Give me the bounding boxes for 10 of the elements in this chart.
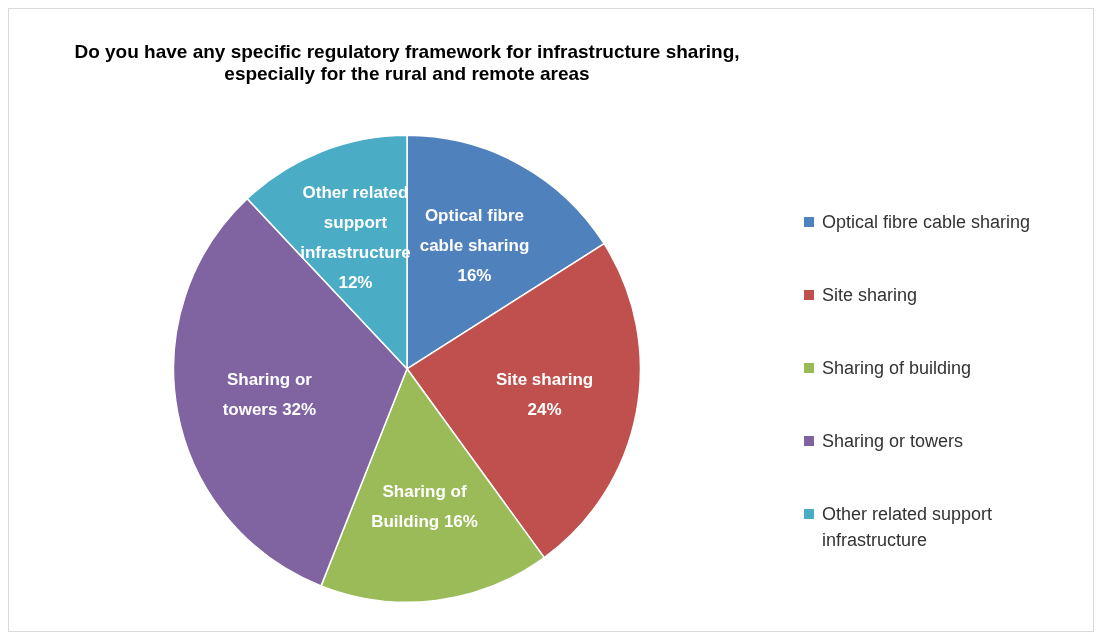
legend-label: Sharing of building xyxy=(822,357,972,380)
legend-label: Other related support infrastructure xyxy=(822,503,994,552)
legend-label: Site sharing xyxy=(822,284,918,307)
legend-label: Optical fibre cable sharing xyxy=(822,211,1031,234)
chart-title: Do you have any specific regulatory framework for infrastructure sharing, especially for the rural and remote areas xyxy=(74,40,740,85)
data-label: Sharing of Building 16% xyxy=(371,482,478,532)
legend-label: Sharing or towers xyxy=(822,430,964,453)
data-label: Optical fibre cable sharing 16% xyxy=(419,205,530,285)
data-label: Sharing or towers 32% xyxy=(222,369,317,419)
data-label: Site sharing 24% xyxy=(495,369,594,419)
